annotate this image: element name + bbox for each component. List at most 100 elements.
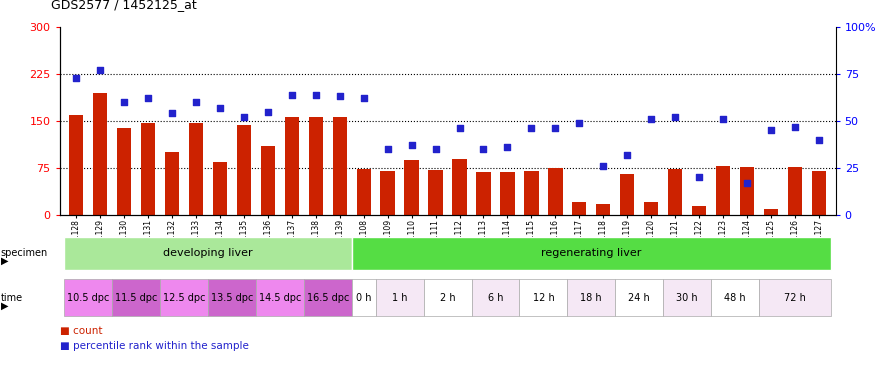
Bar	[237, 125, 251, 215]
Bar	[711, 279, 759, 316]
Bar	[64, 237, 352, 270]
Point	[261, 109, 275, 115]
Bar	[759, 279, 831, 316]
Text: 0 h: 0 h	[356, 293, 372, 303]
Bar	[261, 146, 275, 215]
Bar	[309, 117, 323, 215]
Bar	[520, 279, 567, 316]
Bar	[424, 279, 472, 316]
Bar	[452, 159, 466, 215]
Point	[404, 142, 418, 149]
Bar	[375, 279, 424, 316]
Bar	[524, 171, 539, 215]
Point	[620, 152, 634, 158]
Bar	[332, 117, 347, 215]
Point	[141, 95, 155, 101]
Bar	[476, 172, 491, 215]
Text: 13.5 dpc: 13.5 dpc	[211, 293, 253, 303]
Text: developing liver: developing liver	[164, 248, 253, 258]
Text: 16.5 dpc: 16.5 dpc	[306, 293, 349, 303]
Point	[189, 99, 203, 105]
Bar	[615, 279, 663, 316]
Point	[309, 91, 323, 98]
Text: 14.5 dpc: 14.5 dpc	[259, 293, 301, 303]
Point	[716, 116, 730, 122]
Bar	[548, 168, 563, 215]
Text: ▶: ▶	[1, 256, 9, 266]
Bar	[356, 169, 371, 215]
Point	[644, 116, 658, 122]
Point	[524, 126, 538, 132]
Point	[117, 99, 131, 105]
Bar	[812, 171, 826, 215]
Text: specimen: specimen	[1, 248, 48, 258]
Point	[237, 114, 251, 120]
Text: 30 h: 30 h	[676, 293, 698, 303]
Point	[452, 126, 466, 132]
Point	[668, 114, 682, 120]
Text: 18 h: 18 h	[580, 293, 602, 303]
Bar	[404, 160, 419, 215]
Point	[692, 174, 706, 180]
Bar	[141, 123, 156, 215]
Point	[69, 74, 83, 81]
Point	[740, 180, 754, 186]
Point	[812, 137, 826, 143]
Text: ■ percentile rank within the sample: ■ percentile rank within the sample	[60, 341, 248, 351]
Text: 2 h: 2 h	[440, 293, 455, 303]
Text: 12 h: 12 h	[533, 293, 554, 303]
Point	[788, 124, 802, 130]
Text: GDS2577 / 1452125_at: GDS2577 / 1452125_at	[51, 0, 197, 12]
Bar	[255, 279, 304, 316]
Text: 24 h: 24 h	[628, 293, 650, 303]
Bar	[213, 162, 228, 215]
Text: 72 h: 72 h	[784, 293, 806, 303]
Bar	[352, 237, 831, 270]
Bar	[668, 169, 682, 215]
Text: time: time	[1, 293, 23, 303]
Point	[549, 126, 563, 132]
Bar	[472, 279, 520, 316]
Bar	[567, 279, 615, 316]
Point	[357, 95, 371, 101]
Text: 48 h: 48 h	[724, 293, 746, 303]
Bar	[596, 204, 611, 215]
Text: ▶: ▶	[1, 301, 9, 311]
Bar	[284, 117, 299, 215]
Text: 6 h: 6 h	[487, 293, 503, 303]
Point	[596, 163, 610, 169]
Bar	[304, 279, 352, 316]
Point	[285, 91, 299, 98]
Point	[477, 146, 491, 152]
Point	[500, 144, 514, 151]
Point	[572, 120, 586, 126]
Bar	[117, 129, 131, 215]
Text: 12.5 dpc: 12.5 dpc	[163, 293, 206, 303]
Bar	[160, 279, 208, 316]
Point	[429, 146, 443, 152]
Bar	[716, 166, 731, 215]
Text: 10.5 dpc: 10.5 dpc	[67, 293, 109, 303]
Bar	[64, 279, 112, 316]
Point	[94, 67, 108, 73]
Text: ■ count: ■ count	[60, 326, 102, 336]
Text: 11.5 dpc: 11.5 dpc	[115, 293, 158, 303]
Bar	[692, 206, 706, 215]
Bar	[93, 93, 108, 215]
Bar	[352, 279, 375, 316]
Bar	[381, 171, 395, 215]
Bar	[764, 209, 778, 215]
Bar	[189, 123, 203, 215]
Bar	[500, 172, 514, 215]
Bar	[739, 167, 754, 215]
Bar	[663, 279, 711, 316]
Point	[381, 146, 395, 152]
Bar	[788, 167, 802, 215]
Bar	[164, 152, 179, 215]
Bar	[429, 170, 443, 215]
Point	[165, 110, 179, 116]
Bar	[644, 202, 658, 215]
Bar	[620, 174, 634, 215]
Bar	[572, 202, 586, 215]
Text: regenerating liver: regenerating liver	[541, 248, 641, 258]
